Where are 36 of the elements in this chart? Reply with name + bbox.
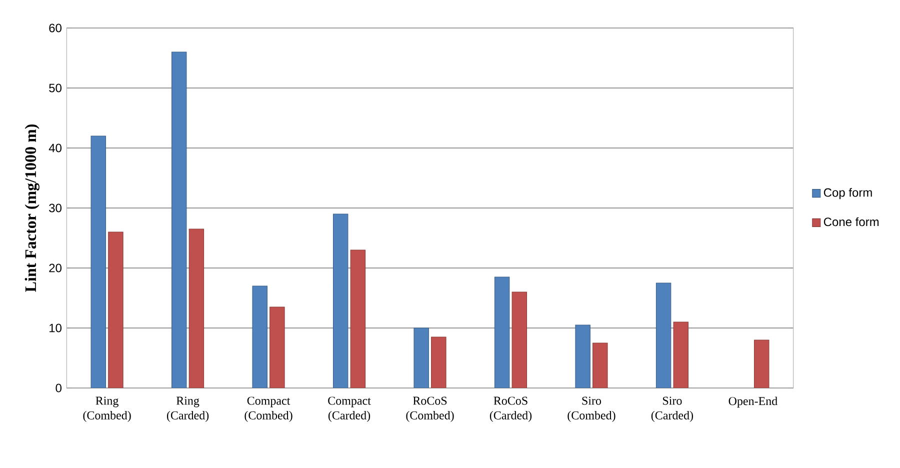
x-tick-label: Compact (Combed)	[244, 396, 292, 422]
x-tick-label: RoCoS (Combed)	[406, 396, 454, 422]
bar	[431, 336, 446, 388]
bar	[172, 52, 187, 388]
x-tick-label: Ring (Combed)	[83, 396, 131, 422]
y-tick-label: 40	[48, 144, 62, 152]
bar	[252, 286, 268, 388]
legend-label: Cone form	[824, 217, 879, 226]
bar	[754, 340, 770, 388]
bar	[592, 342, 608, 388]
bar	[656, 282, 672, 388]
bar	[90, 136, 106, 388]
bar	[414, 328, 429, 388]
y-axis-title: Lint Factor (mg/1000 m)	[24, 124, 40, 292]
bar	[494, 276, 510, 388]
bar	[512, 292, 528, 388]
bar	[108, 232, 124, 388]
legend-label: Cop form	[824, 188, 872, 200]
x-tick-label: RoCoS (Carded)	[490, 396, 532, 422]
y-tick-label: 10	[50, 324, 62, 332]
bar	[350, 250, 366, 388]
y-tick-label: 60	[49, 24, 62, 32]
bar	[188, 228, 204, 388]
bar	[332, 214, 348, 388]
y-tick-label: 50	[49, 84, 62, 92]
x-tick-label: Ring (Carded)	[166, 396, 209, 422]
x-tick-label: Compact (Carded)	[328, 396, 371, 422]
x-tick-label: Siro (Combed)	[568, 396, 616, 422]
y-tick-label: 0	[56, 384, 62, 392]
bar	[575, 324, 590, 388]
y-tick-label: 30	[49, 204, 62, 212]
y-tick-label: 20	[49, 264, 62, 272]
x-tick-label: Open-End	[728, 396, 778, 408]
x-tick-label: Siro (Carded)	[651, 396, 694, 422]
bar	[270, 306, 285, 388]
bar	[673, 322, 688, 388]
